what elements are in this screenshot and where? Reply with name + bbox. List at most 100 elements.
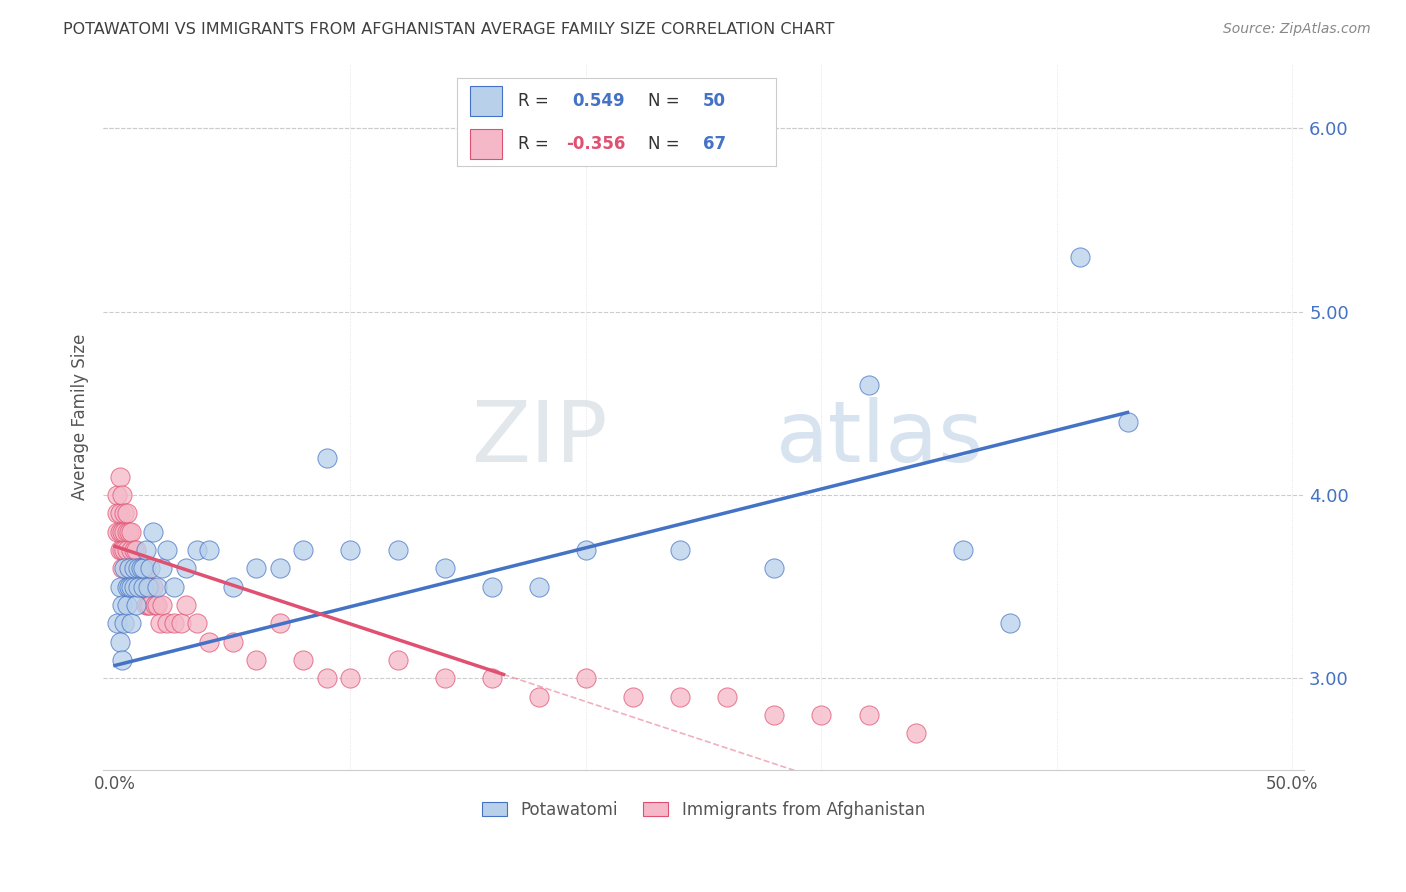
Point — [481, 671, 503, 685]
Point — [575, 671, 598, 685]
Point — [142, 524, 165, 539]
Text: Source: ZipAtlas.com: Source: ZipAtlas.com — [1223, 22, 1371, 37]
Point — [127, 580, 149, 594]
Point — [174, 598, 197, 612]
Point — [118, 561, 141, 575]
Point — [269, 561, 291, 575]
Point — [339, 671, 361, 685]
Point — [433, 561, 456, 575]
Point — [186, 616, 208, 631]
Point — [858, 378, 880, 392]
Point — [108, 634, 131, 648]
Point — [132, 580, 155, 594]
Point — [339, 543, 361, 558]
Point — [112, 561, 135, 575]
Point — [111, 653, 134, 667]
Point — [139, 561, 162, 575]
Point — [904, 726, 927, 740]
Point — [120, 616, 142, 631]
Point — [127, 561, 149, 575]
Point — [112, 616, 135, 631]
Point — [125, 543, 148, 558]
Point — [108, 543, 131, 558]
Point — [115, 598, 138, 612]
Point — [136, 598, 159, 612]
Point — [621, 690, 644, 704]
Point — [1116, 415, 1139, 429]
Point — [118, 561, 141, 575]
Point — [245, 561, 267, 575]
Point — [150, 561, 173, 575]
Point — [527, 690, 550, 704]
Point — [198, 634, 221, 648]
Point — [433, 671, 456, 685]
Point — [716, 690, 738, 704]
Point — [134, 543, 156, 558]
Point — [105, 616, 128, 631]
Text: POTAWATOMI VS IMMIGRANTS FROM AFGHANISTAN AVERAGE FAMILY SIZE CORRELATION CHART: POTAWATOMI VS IMMIGRANTS FROM AFGHANISTA… — [63, 22, 835, 37]
Point — [387, 543, 409, 558]
Point — [134, 598, 156, 612]
Point — [269, 616, 291, 631]
Point — [105, 524, 128, 539]
Point — [129, 561, 152, 575]
Point — [186, 543, 208, 558]
Point — [111, 598, 134, 612]
Point — [129, 580, 152, 594]
Point — [221, 634, 243, 648]
Point — [292, 543, 315, 558]
Point — [136, 580, 159, 594]
Point — [156, 616, 179, 631]
Point — [127, 580, 149, 594]
Point — [105, 506, 128, 520]
Text: atlas: atlas — [776, 397, 984, 480]
Point — [149, 616, 172, 631]
Point — [111, 524, 134, 539]
Point — [139, 598, 162, 612]
Point — [118, 524, 141, 539]
Point — [952, 543, 974, 558]
Point — [858, 708, 880, 723]
Point — [481, 580, 503, 594]
Point — [174, 561, 197, 575]
Point — [108, 580, 131, 594]
Point — [763, 561, 786, 575]
Point — [245, 653, 267, 667]
Point — [120, 580, 142, 594]
Point — [575, 543, 598, 558]
Point — [139, 580, 162, 594]
Y-axis label: Average Family Size: Average Family Size — [72, 334, 89, 500]
Point — [146, 598, 169, 612]
Point — [115, 506, 138, 520]
Point — [122, 543, 145, 558]
Point — [108, 506, 131, 520]
Point — [111, 488, 134, 502]
Point — [111, 543, 134, 558]
Point — [129, 561, 152, 575]
Point — [527, 580, 550, 594]
Point — [112, 543, 135, 558]
Point — [669, 690, 692, 704]
Point — [669, 543, 692, 558]
Point — [132, 561, 155, 575]
Point — [125, 598, 148, 612]
Point — [146, 580, 169, 594]
Point — [127, 561, 149, 575]
Point — [810, 708, 832, 723]
Point — [122, 561, 145, 575]
Point — [115, 580, 138, 594]
Point — [163, 616, 186, 631]
Point — [315, 671, 337, 685]
Point — [315, 451, 337, 466]
Point — [115, 524, 138, 539]
Point — [118, 580, 141, 594]
Point — [387, 653, 409, 667]
Point — [120, 543, 142, 558]
Point — [120, 524, 142, 539]
Point — [150, 598, 173, 612]
Point — [111, 561, 134, 575]
Point — [156, 543, 179, 558]
Legend: Potawatomi, Immigrants from Afghanistan: Potawatomi, Immigrants from Afghanistan — [475, 794, 932, 825]
Point — [122, 580, 145, 594]
Point — [763, 708, 786, 723]
